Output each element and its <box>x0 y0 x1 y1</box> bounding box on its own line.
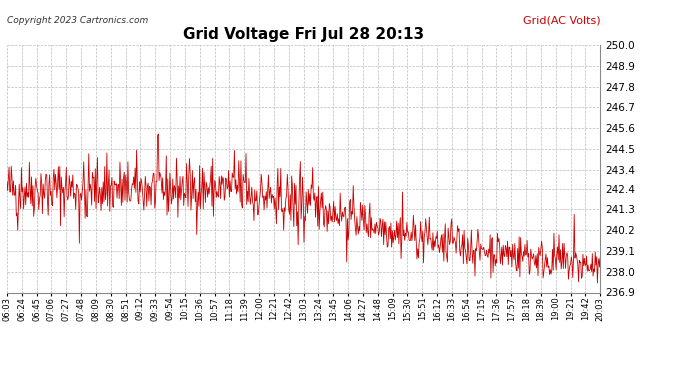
Text: Grid(AC Volts): Grid(AC Volts) <box>523 15 600 25</box>
Text: Copyright 2023 Cartronics.com: Copyright 2023 Cartronics.com <box>7 16 148 25</box>
Title: Grid Voltage Fri Jul 28 20:13: Grid Voltage Fri Jul 28 20:13 <box>183 27 424 42</box>
